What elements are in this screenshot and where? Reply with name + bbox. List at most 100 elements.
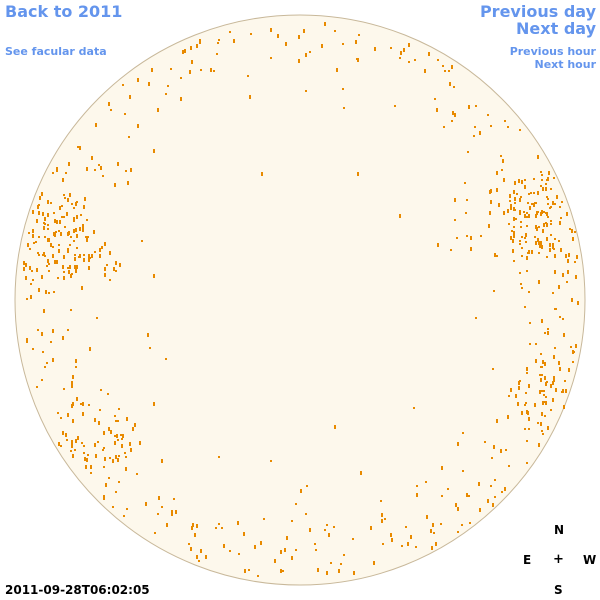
- facula-mark: [129, 95, 131, 99]
- facula-mark: [573, 351, 575, 353]
- facula-mark: [45, 290, 47, 294]
- facula-mark: [60, 232, 62, 236]
- facula-mark: [448, 70, 450, 72]
- facula-mark: [61, 205, 63, 207]
- facula-mark: [295, 549, 297, 551]
- facula-mark: [457, 442, 459, 446]
- facula-mark: [567, 270, 569, 274]
- facula-mark: [305, 513, 307, 515]
- facula-mark: [560, 248, 562, 252]
- facula-mark: [104, 242, 106, 246]
- facula-mark: [521, 247, 523, 249]
- facula-mark: [465, 212, 467, 214]
- previous-day-link[interactable]: Previous day: [479, 2, 596, 21]
- facula-mark: [53, 212, 55, 214]
- facula-mark: [125, 467, 127, 471]
- facula-mark: [78, 256, 80, 258]
- facula-mark: [95, 123, 97, 127]
- facula-mark: [437, 243, 439, 247]
- compass-center-icon: +: [553, 552, 564, 567]
- facula-mark: [334, 425, 336, 429]
- facula-mark: [108, 427, 110, 431]
- next-hour-link[interactable]: Next hour: [534, 58, 597, 71]
- facula-mark: [106, 264, 108, 266]
- facula-mark: [547, 216, 549, 218]
- facula-mark: [120, 434, 122, 436]
- facula-mark: [505, 449, 507, 451]
- see-facular-data-link[interactable]: See facular data: [5, 45, 107, 58]
- facula-mark: [71, 385, 73, 387]
- facula-mark: [58, 442, 60, 446]
- facula-mark: [83, 205, 85, 209]
- facula-mark: [382, 543, 384, 545]
- facula-mark: [517, 402, 519, 406]
- facula-mark: [86, 167, 88, 171]
- previous-hour-link[interactable]: Previous hour: [509, 45, 596, 58]
- facula-mark: [60, 445, 62, 447]
- facula-mark: [315, 549, 317, 551]
- facula-mark: [98, 421, 100, 425]
- facula-mark: [100, 389, 102, 391]
- facula-mark: [125, 456, 127, 458]
- facula-mark: [67, 232, 69, 236]
- facula-mark: [534, 202, 536, 204]
- facula-mark: [62, 178, 64, 182]
- facula-mark: [165, 358, 167, 360]
- facula-mark: [538, 226, 540, 228]
- facula-mark: [130, 448, 132, 452]
- facula-mark: [546, 214, 548, 216]
- facula-mark: [257, 575, 259, 577]
- facula-mark: [539, 244, 541, 248]
- facula-mark: [104, 457, 106, 461]
- facula-mark: [215, 527, 217, 529]
- facula-mark: [571, 298, 573, 302]
- facula-mark: [468, 105, 470, 109]
- facula-mark: [270, 460, 272, 462]
- next-day-link[interactable]: Next day: [516, 19, 596, 38]
- facula-mark: [71, 203, 73, 205]
- facula-mark: [85, 465, 87, 469]
- facula-mark: [552, 398, 554, 402]
- facula-mark: [533, 192, 535, 194]
- facula-mark: [65, 172, 67, 174]
- facula-mark: [46, 362, 48, 364]
- facula-mark: [285, 42, 287, 46]
- facula-mark: [54, 219, 56, 223]
- facula-mark: [291, 556, 293, 560]
- facula-mark: [529, 322, 531, 324]
- facula-mark: [280, 550, 282, 554]
- facula-mark: [543, 401, 545, 403]
- facula-mark: [69, 244, 71, 246]
- facula-mark: [25, 276, 27, 280]
- facula-mark: [526, 372, 528, 374]
- facula-mark: [408, 43, 410, 47]
- facula-mark: [63, 194, 65, 196]
- facula-mark: [74, 449, 76, 451]
- facula-mark: [509, 194, 511, 198]
- facula-mark: [527, 411, 529, 415]
- facula-mark: [72, 454, 74, 458]
- facula-mark: [494, 479, 496, 481]
- facula-mark: [118, 408, 120, 410]
- facula-mark: [86, 219, 88, 221]
- facula-mark: [355, 40, 357, 44]
- facula-mark: [47, 228, 49, 230]
- facula-mark: [535, 214, 537, 218]
- back-to-year-link[interactable]: Back to 2011: [5, 2, 123, 21]
- facula-mark: [426, 515, 428, 519]
- facula-mark: [559, 206, 561, 208]
- facula-mark: [535, 359, 537, 363]
- facula-mark: [56, 260, 58, 264]
- facula-mark: [513, 226, 515, 228]
- facula-mark: [519, 129, 521, 131]
- facula-mark: [76, 201, 78, 203]
- facula-mark: [466, 493, 468, 497]
- facula-mark: [79, 146, 81, 150]
- facula-mark: [529, 343, 531, 345]
- facula-mark: [157, 108, 159, 112]
- facula-mark: [545, 401, 547, 405]
- facula-mark: [82, 228, 84, 232]
- facula-mark: [109, 251, 111, 255]
- facula-mark: [229, 31, 231, 33]
- facula-mark: [119, 263, 121, 267]
